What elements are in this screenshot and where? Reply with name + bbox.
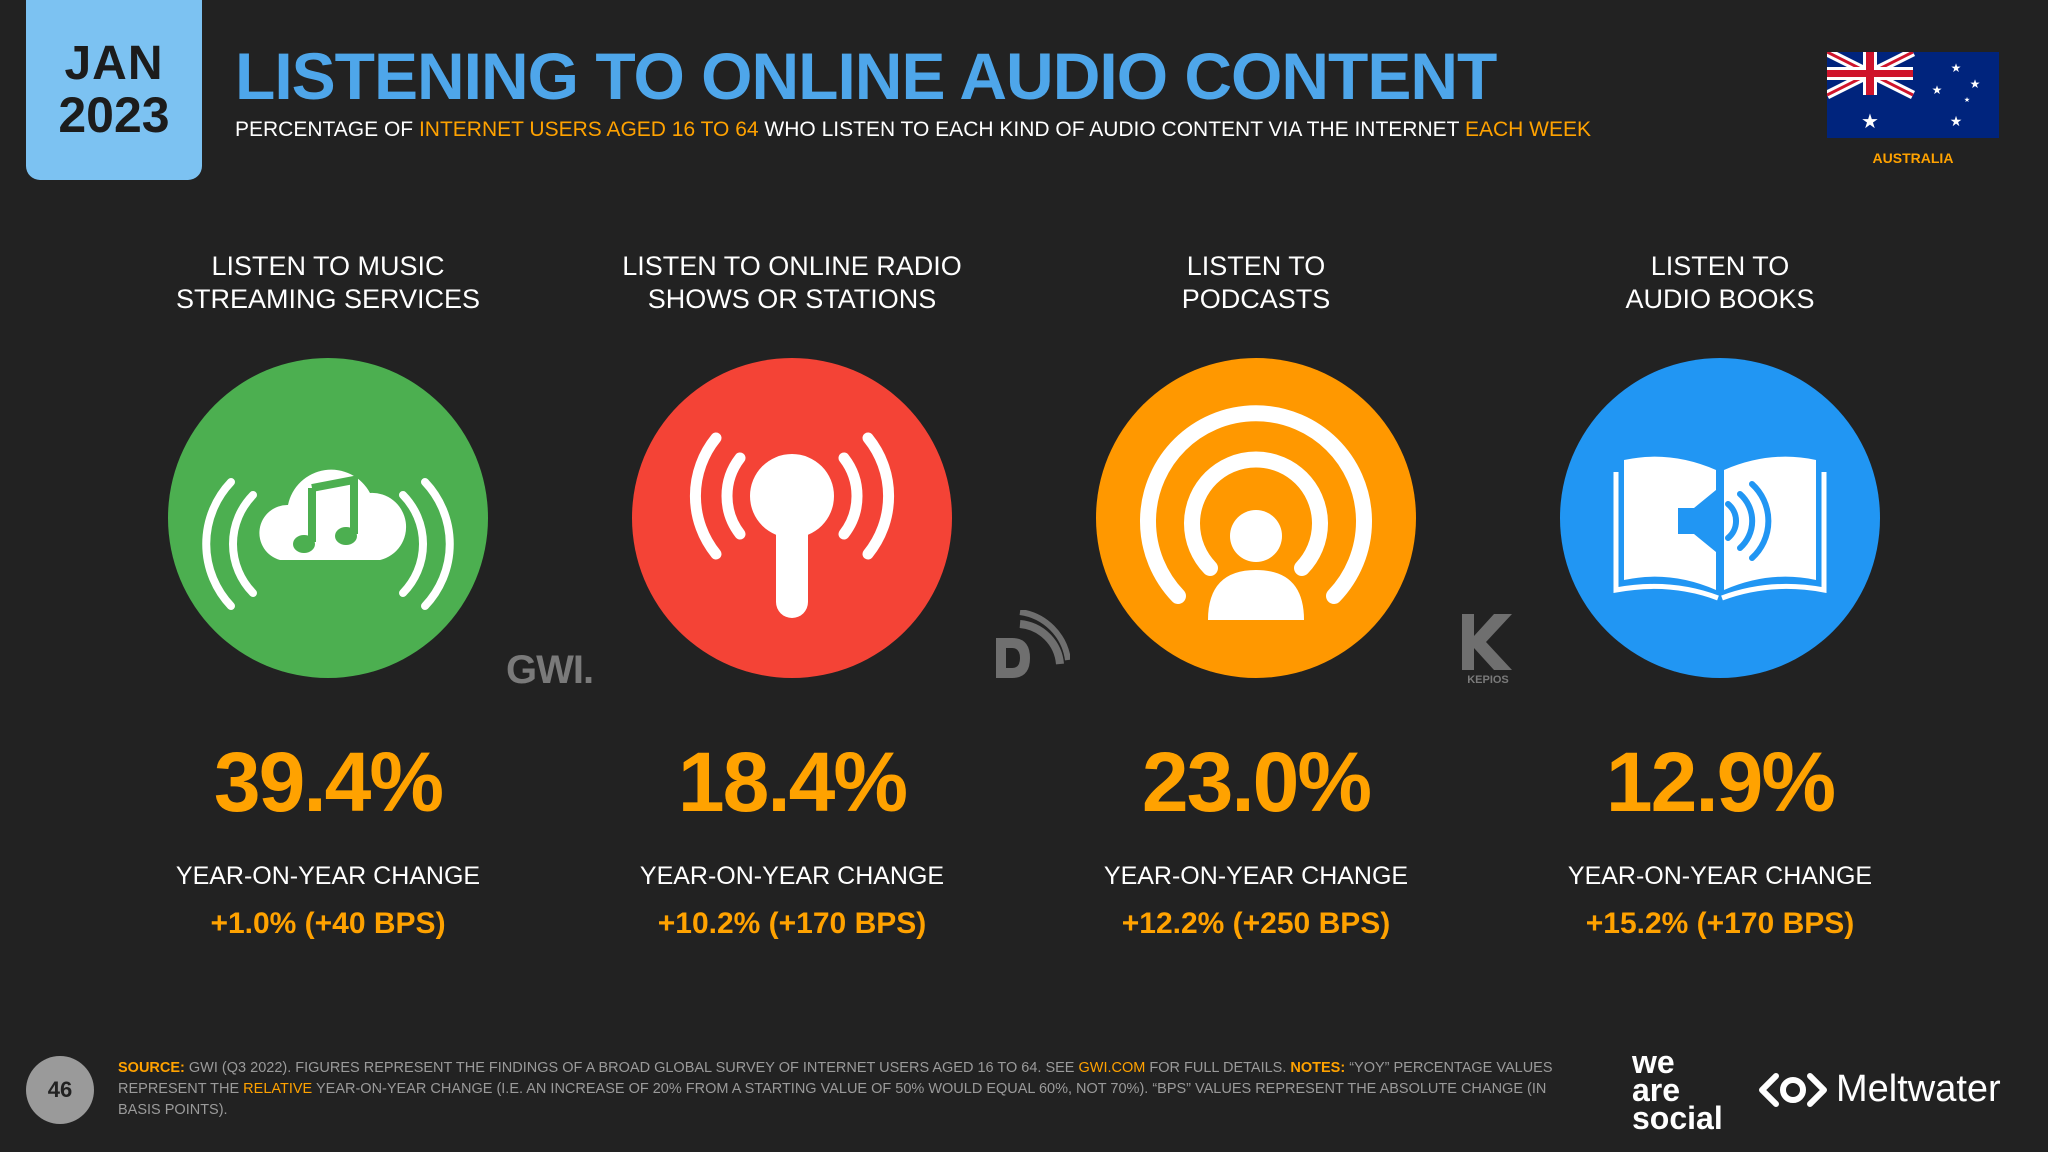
svg-text:★: ★	[1932, 83, 1943, 97]
metric-podcasts: LISTEN TO PODCASTS 23.0% YEAR-ON-YEAR CHA…	[1036, 250, 1476, 941]
metric-music-streaming: LISTEN TO MUSIC STREAMING SERVICES 39.4% …	[108, 250, 548, 941]
metric-value: 23.0%	[1141, 735, 1372, 829]
page-title: LISTENING TO ONLINE AUDIO CONTENT	[235, 39, 1497, 113]
metric-label: LISTEN TO ONLINE RADIO SHOWS OR STATIONS	[622, 251, 962, 314]
metric-label: LISTEN TO AUDIO BOOKS	[1625, 251, 1815, 314]
country-label: AUSTRALIA	[1872, 150, 1954, 166]
metric-value: 39.4%	[213, 735, 444, 829]
audiobook-icon	[1560, 358, 1880, 678]
page-number: 46	[26, 1056, 94, 1124]
yoy-label: YEAR-ON-YEAR CHANGE	[1567, 862, 1873, 890]
svg-text:★: ★	[1970, 77, 1981, 91]
yoy-value: +15.2% (+170 BPS)	[1585, 907, 1855, 940]
svg-text:★: ★	[1951, 61, 1962, 75]
metric-audio-books: LISTEN TO AUDIO BOOKS 12.9% YEAR-ON-YEAR …	[1500, 250, 1940, 941]
kepios-label: KEPIOS	[1467, 674, 1509, 686]
gwi-logo: GWI.	[506, 648, 594, 692]
yoy-value: +10.2% (+170 BPS)	[657, 907, 927, 940]
source-notes: SOURCE: GWI (Q3 2022). FIGURES REPRESENT…	[118, 1060, 1553, 1118]
meltwater-wordmark: Meltwater	[1836, 1068, 2001, 1110]
meltwater-mark-icon	[1759, 1072, 1827, 1107]
metric-value: 12.9%	[1605, 735, 1836, 829]
yoy-label: YEAR-ON-YEAR CHANGE	[175, 862, 481, 890]
meltwater-logo: Meltwater	[1758, 1068, 2001, 1111]
yoy-label: YEAR-ON-YEAR CHANGE	[639, 862, 945, 890]
metric-label: LISTEN TO PODCASTS	[1181, 251, 1331, 314]
cloud-music-icon	[168, 358, 488, 678]
svg-text:★: ★	[1964, 96, 1970, 104]
australia-flag-icon: ★ ★ ★ ★ ★ ★	[1827, 52, 1999, 138]
yoy-label: YEAR-ON-YEAR CHANGE	[1103, 862, 1409, 890]
date-badge: JAN 2023	[26, 0, 202, 180]
metric-label: LISTEN TO MUSIC STREAMING SERVICES	[175, 251, 481, 314]
svg-text:★: ★	[1950, 114, 1963, 130]
yoy-value: +1.0% (+40 BPS)	[210, 907, 446, 940]
kepios-logo-icon	[1458, 612, 1518, 677]
podcast-icon	[1096, 358, 1416, 678]
metric-value: 18.4%	[677, 735, 908, 829]
date-month: JAN	[64, 36, 164, 90]
radio-antenna-icon	[632, 358, 952, 678]
we-are-social-logo: we are social	[1632, 1044, 1723, 1136]
data-ai-logo-icon	[990, 609, 1071, 695]
date-year: 2023	[58, 86, 170, 143]
svg-text:★: ★	[1861, 109, 1879, 133]
metric-online-radio: LISTEN TO ONLINE RADIO SHOWS OR STATIONS …	[572, 250, 1012, 941]
page-subtitle: PERCENTAGE OF INTERNET USERS AGED 16 TO …	[235, 118, 1591, 141]
yoy-value: +12.2% (+250 BPS)	[1121, 907, 1391, 940]
